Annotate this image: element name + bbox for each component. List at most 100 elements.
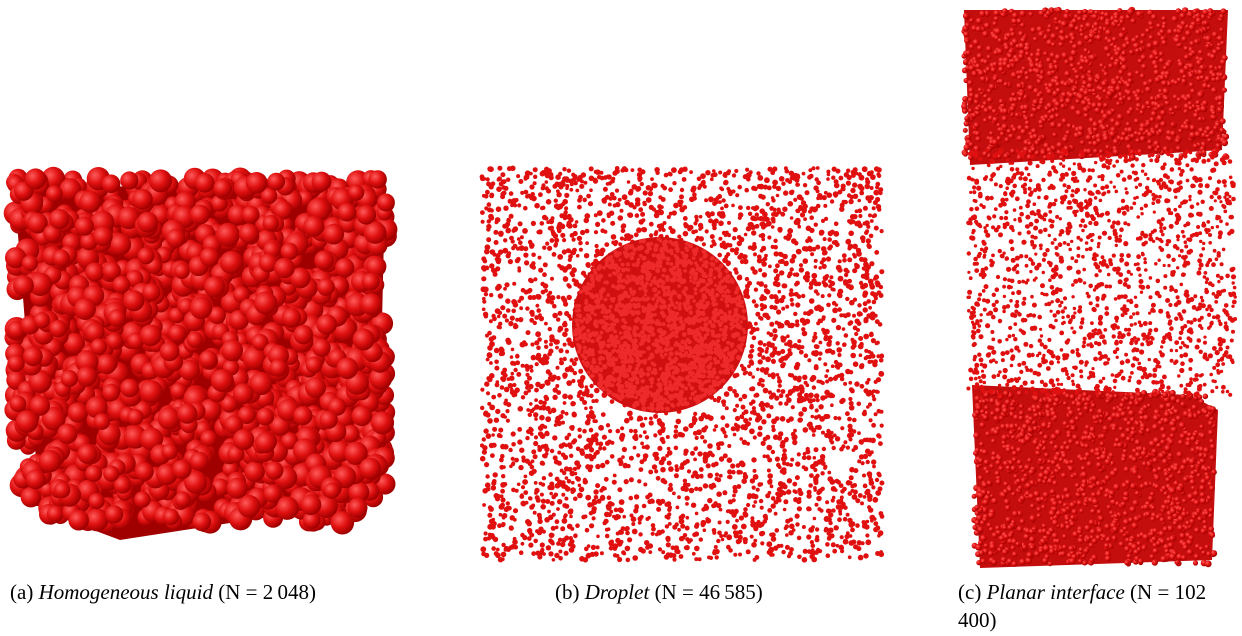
vapor-particle [487, 401, 492, 406]
vapor-particle [795, 302, 801, 308]
vapor-particle [500, 172, 506, 178]
vapor-particle [743, 289, 749, 296]
vapor-particle [724, 254, 729, 259]
vapor-particle [777, 378, 782, 384]
vapor-particle [848, 387, 854, 392]
vapor-particle [693, 457, 697, 462]
liquid-particle [102, 261, 121, 281]
liquid-particle [41, 406, 66, 431]
vapor-particle [607, 202, 612, 207]
vapor-particle [603, 229, 608, 234]
vapor-particle [663, 172, 669, 178]
vapor-particle [847, 423, 853, 429]
vapor-particle [513, 392, 518, 397]
vapor-particle [829, 275, 834, 280]
vapor-particle [729, 247, 735, 253]
vapor-particle [545, 241, 550, 246]
vapor-particle [760, 541, 765, 546]
vapor-particle [806, 493, 812, 499]
vapor-particle [627, 537, 633, 543]
vapor-particle [797, 396, 803, 402]
vapor-particle [709, 177, 714, 182]
vapor-particle [718, 236, 723, 241]
vapor-particle [769, 484, 774, 489]
vapor-particle [737, 215, 742, 220]
vapor-particle [672, 524, 678, 530]
vapor-particle [763, 288, 769, 294]
vapor-particle [554, 552, 560, 559]
vapor-particle [813, 265, 818, 269]
vapor-particle [758, 498, 764, 504]
vapor-particle [821, 257, 827, 263]
vapor-particle [708, 483, 714, 489]
vapor-particle [752, 474, 759, 480]
vapor-particle [735, 372, 740, 378]
vapor-particle [644, 444, 650, 450]
vapor-particle [532, 167, 538, 173]
liquid-particle [289, 267, 311, 289]
vapor-particle [723, 391, 730, 397]
vapor-particle [777, 383, 782, 388]
liquid-particle [60, 370, 78, 388]
vapor-particle [571, 237, 576, 242]
vapor-particle [569, 514, 573, 519]
liquid-particle [370, 411, 395, 435]
vapor-particle [492, 426, 498, 432]
vapor-particle [786, 478, 793, 484]
vapor-particle [812, 456, 817, 460]
vapor-particle [557, 310, 563, 316]
vapor-particle [759, 367, 766, 373]
vapor-particle [752, 411, 757, 416]
vapor-particle [554, 525, 559, 530]
vapor-particle [585, 241, 589, 246]
vapor-particle [510, 239, 515, 244]
vapor-particle [489, 292, 494, 298]
liquid-particle [57, 423, 78, 444]
vapor-particle [750, 215, 756, 221]
vapor-particle [857, 303, 862, 308]
vapor-particle [826, 177, 830, 181]
vapor-particle [723, 180, 728, 186]
vapor-particle [525, 435, 530, 441]
vapor-particle [865, 459, 870, 465]
vapor-particle [848, 219, 854, 225]
vapor-particle [578, 368, 584, 374]
vapor-particle [720, 415, 726, 421]
vapor-particle [625, 530, 630, 536]
vapor-particle [692, 192, 697, 197]
vapor-particle [843, 440, 848, 445]
vapor-particle [529, 408, 535, 414]
vapor-particle [753, 526, 759, 532]
vapor-particle [783, 499, 789, 505]
vapor-particle [533, 277, 538, 282]
vapor-particle [789, 297, 794, 302]
vapor-particle [562, 401, 567, 405]
vapor-particle [595, 463, 601, 470]
vapor-particle [809, 473, 814, 478]
vapor-particle [831, 166, 837, 172]
vapor-particle [705, 463, 711, 469]
vapor-particle [579, 179, 584, 184]
liquid-particle [275, 496, 299, 520]
liquid-particle [76, 366, 98, 387]
vapor-particle [659, 427, 666, 434]
vapor-particle [609, 509, 614, 514]
vapor-particle [787, 339, 793, 345]
vapor-particle [775, 495, 781, 501]
vapor-particle [672, 491, 676, 496]
vapor-particle [813, 486, 817, 490]
vapor-particle [578, 486, 585, 493]
vapor-particle [750, 266, 755, 271]
vapor-particle [589, 405, 593, 410]
vapor-particle [819, 508, 824, 513]
vapor-particle [563, 466, 570, 472]
vapor-particle [651, 526, 656, 532]
vapor-particle [546, 293, 551, 298]
vapor-particle [589, 437, 595, 444]
vapor-particle [749, 401, 753, 406]
vapor-particle [786, 334, 790, 339]
vapor-particle [753, 287, 759, 292]
vapor-particle [497, 310, 503, 315]
vapor-particle [538, 315, 545, 322]
vapor-particle [628, 477, 634, 483]
